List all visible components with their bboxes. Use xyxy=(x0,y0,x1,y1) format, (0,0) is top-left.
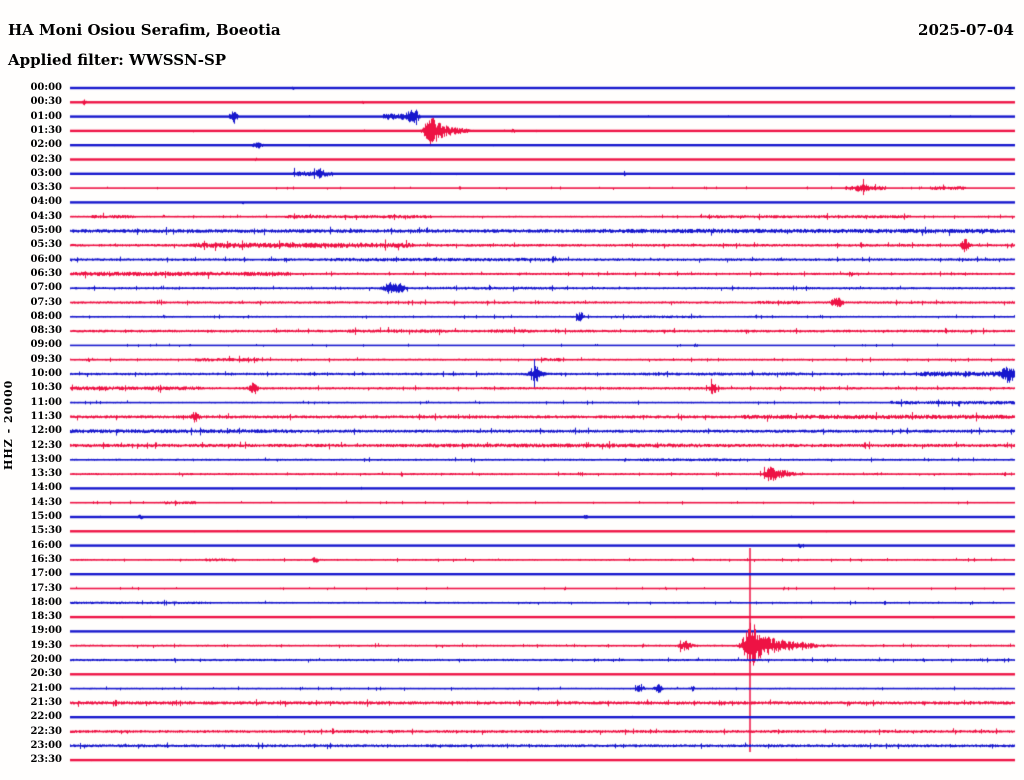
helicorder-page: { "header": { "title": "HA Moni Osiou Se… xyxy=(0,0,1024,780)
seismogram-traces xyxy=(0,0,1024,780)
